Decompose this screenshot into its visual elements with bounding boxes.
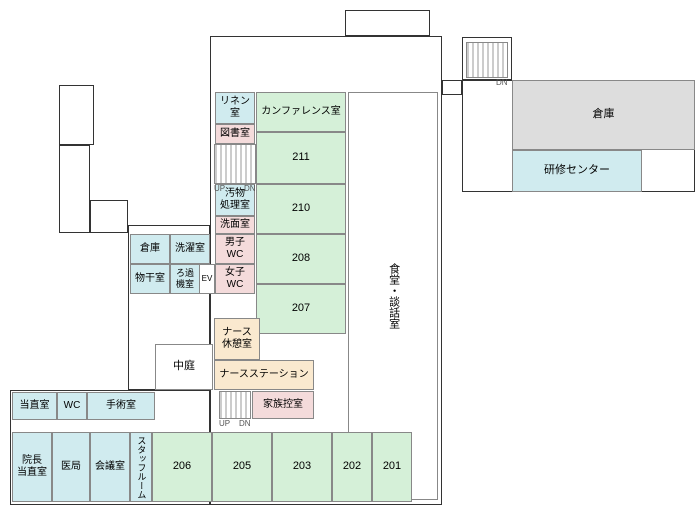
room-r206: 206 — [152, 432, 212, 502]
room-r208: 208 — [256, 234, 346, 284]
stair-up-label: UP — [214, 184, 225, 193]
building-outline — [90, 200, 128, 233]
room-r203: 203 — [272, 432, 332, 502]
room-wc: WC — [57, 392, 87, 420]
room-filter: ろ過機室 — [170, 264, 200, 294]
room-r205: 205 — [212, 432, 272, 502]
room-storage-sm: 倉庫 — [130, 234, 170, 264]
room-warehouse: 倉庫 — [512, 80, 695, 150]
floor-plan: リネン室図書室カンファレンス室211汚物処理室洗面室210男子WC女子WC208… — [0, 0, 700, 530]
room-laundry: 洗濯室 — [170, 234, 210, 264]
room-womens-wc: 女子WC — [215, 264, 255, 294]
stairs — [466, 42, 508, 78]
room-r207: 207 — [256, 284, 346, 334]
stair-up-label: UP — [219, 419, 230, 428]
room-mens-wc: 男子WC — [215, 234, 255, 264]
room-meeting: 会議室 — [90, 432, 130, 502]
room-washroom: 洗面室 — [215, 216, 255, 234]
room-library: 図書室 — [215, 124, 255, 144]
building-outline — [59, 85, 94, 145]
room-r210: 210 — [256, 184, 346, 234]
room-r202: 202 — [332, 432, 372, 502]
room-on-call: 当直室 — [12, 392, 57, 420]
room-family: 家族控室 — [252, 391, 314, 419]
room-drying: 物干室 — [130, 264, 170, 294]
room-conference: カンファレンス室 — [256, 92, 346, 132]
room-ev: EV — [199, 264, 215, 294]
stair-dn-label: DN — [239, 419, 251, 428]
room-director: 院長当直室 — [12, 432, 52, 502]
building-outline — [345, 10, 430, 36]
room-nurse-station: ナースステーション — [214, 360, 314, 390]
building-outline — [442, 80, 462, 95]
room-courtyard: 中庭 — [155, 344, 213, 390]
room-linen: リネン室 — [215, 92, 255, 124]
building-outline — [59, 145, 90, 233]
room-surgery: 手術室 — [87, 392, 155, 420]
room-r211: 211 — [256, 132, 346, 184]
room-training: 研修センター — [512, 150, 642, 192]
stairs — [219, 391, 251, 419]
stairs — [214, 144, 256, 184]
stair-dn-label: DN — [496, 78, 508, 87]
room-medical: 医局 — [52, 432, 90, 502]
room-staff: スタッフルーム — [130, 432, 152, 502]
stair-dn-label: DN — [244, 184, 256, 193]
room-nurse-lounge: ナース休憩室 — [214, 318, 260, 360]
room-r201: 201 — [372, 432, 412, 502]
